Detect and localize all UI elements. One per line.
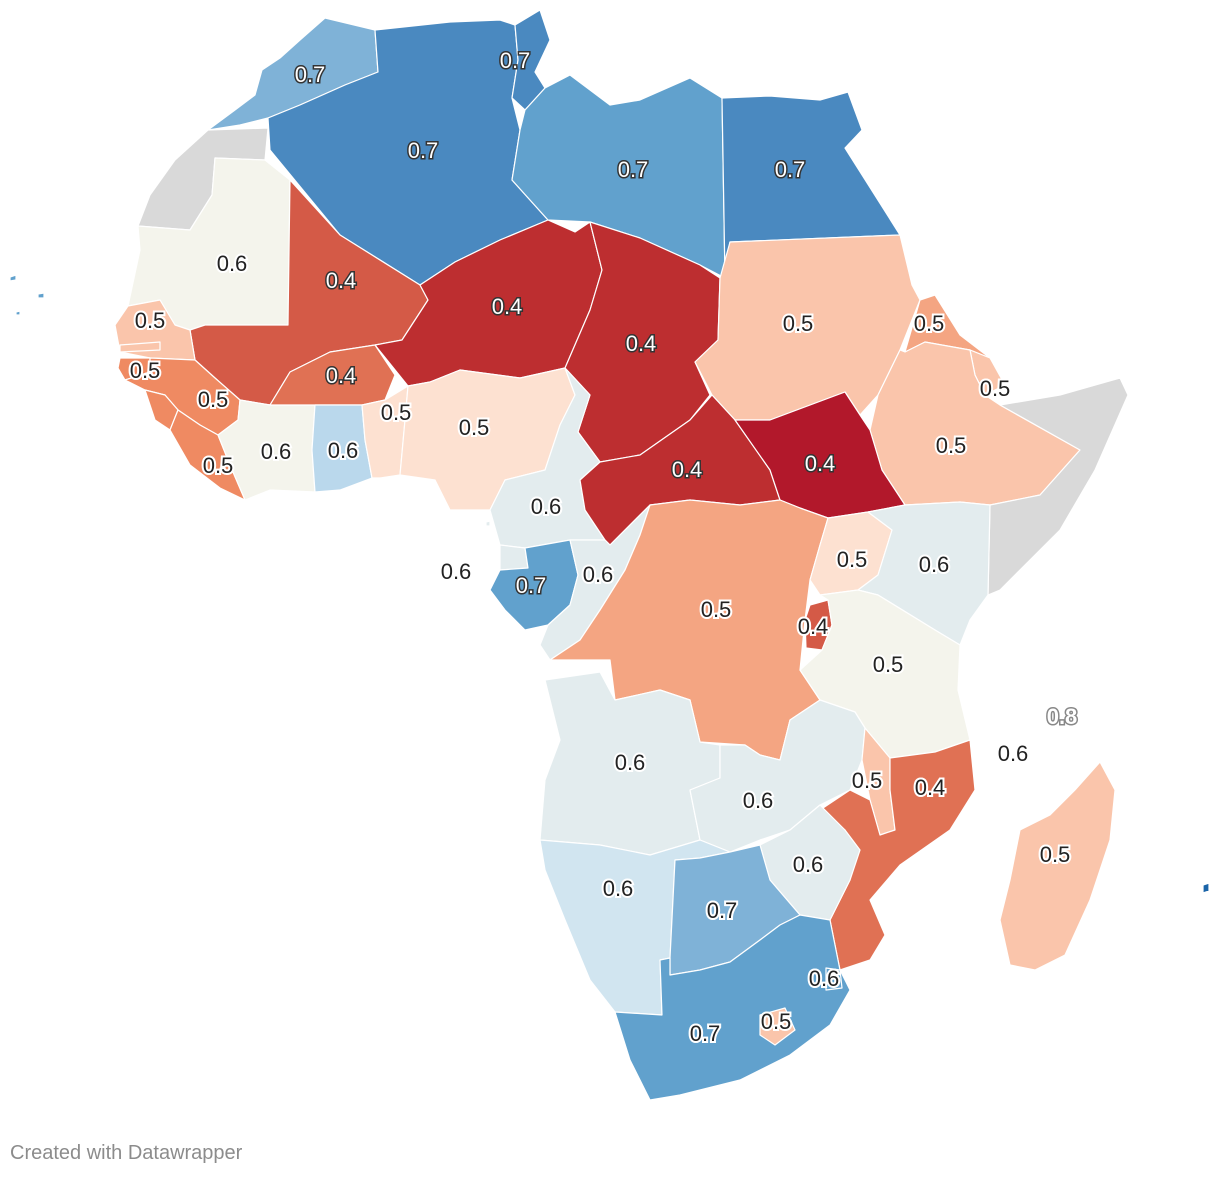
datawrapper-credit[interactable]: Created with Datawrapper (10, 1142, 243, 1164)
label-burkina-faso: 0.4 (326, 363, 357, 388)
label-angola: 0.6 (615, 750, 646, 775)
label-rwanda-burundi: 0.4 (798, 614, 829, 639)
label-mozambique: 0.4 (915, 775, 946, 800)
label-sao-tome: 0.6 (441, 559, 472, 584)
label-algeria: 0.7 (408, 138, 439, 163)
label-congo: 0.6 (583, 562, 614, 587)
label-madagascar: 0.5 (1040, 842, 1071, 867)
label-djibouti: 0.5 (980, 376, 1011, 401)
label-botswana: 0.7 (707, 898, 738, 923)
label-mauritania: 0.6 (217, 251, 248, 276)
label-kenya: 0.6 (919, 552, 950, 577)
label-cameroon: 0.6 (531, 494, 562, 519)
label-south-sudan: 0.4 (805, 451, 836, 476)
country-gambia[interactable] (119, 341, 161, 353)
label-zimbabwe: 0.6 (793, 852, 824, 877)
label-sudan: 0.5 (783, 311, 814, 336)
label-tunisia: 0.7 (500, 48, 531, 73)
label-south-africa: 0.7 (690, 1021, 721, 1046)
label-nigeria: 0.5 (459, 415, 490, 440)
label-seychelles: 0.8 (1047, 704, 1078, 729)
label-zambia: 0.6 (743, 788, 774, 813)
label-malawi: 0.5 (852, 768, 883, 793)
label-eswatini: 0.6 (809, 966, 840, 991)
country-eswatini[interactable] (825, 967, 843, 991)
label-libya: 0.7 (618, 157, 649, 182)
country-comoros[interactable] (999, 744, 1005, 750)
label-comoros: 0.6 (998, 741, 1029, 766)
country-mauritius[interactable] (1202, 882, 1210, 894)
country-zambia[interactable] (689, 699, 866, 853)
label-cote-divoire: 0.6 (261, 439, 292, 464)
label-tanzania: 0.5 (873, 652, 904, 677)
label-guinea: 0.5 (198, 387, 229, 412)
label-guinea-bissau: 0.5 (130, 358, 161, 383)
label-dr-congo: 0.5 (701, 597, 732, 622)
label-senegal: 0.5 (135, 308, 166, 333)
country-equatorial-guinea[interactable] (499, 544, 529, 571)
country-sao-tome[interactable] (485, 520, 491, 527)
country-lesotho[interactable] (759, 1007, 796, 1046)
label-eritrea: 0.5 (914, 311, 945, 336)
label-gabon: 0.7 (516, 573, 547, 598)
label-togo-benin: 0.5 (381, 400, 412, 425)
label-morocco: 0.7 (295, 62, 326, 87)
label-mali: 0.4 (326, 268, 357, 293)
country-burkina-faso[interactable] (269, 344, 396, 406)
label-chad: 0.4 (626, 331, 657, 356)
label-ethiopia: 0.5 (936, 433, 967, 458)
country-cabo-verde[interactable] (9, 274, 45, 316)
label-lesotho: 0.5 (761, 1009, 792, 1034)
value-labels: 0.7 0.7 0.7 0.7 0.7 0.6 0.4 0.4 0.4 0.5 … (128, 46, 1079, 1048)
label-niger: 0.4 (492, 294, 523, 319)
label-central-african-republic: 0.4 (672, 457, 703, 482)
label-namibia: 0.6 (603, 876, 634, 901)
label-uganda: 0.5 (837, 547, 868, 572)
label-liberia: 0.5 (203, 453, 234, 478)
label-egypt: 0.7 (775, 157, 806, 182)
country-south-africa[interactable] (614, 914, 851, 1101)
country-somalia[interactable] (987, 377, 1129, 596)
label-ghana: 0.6 (328, 438, 359, 463)
country-madagascar[interactable] (999, 761, 1116, 971)
